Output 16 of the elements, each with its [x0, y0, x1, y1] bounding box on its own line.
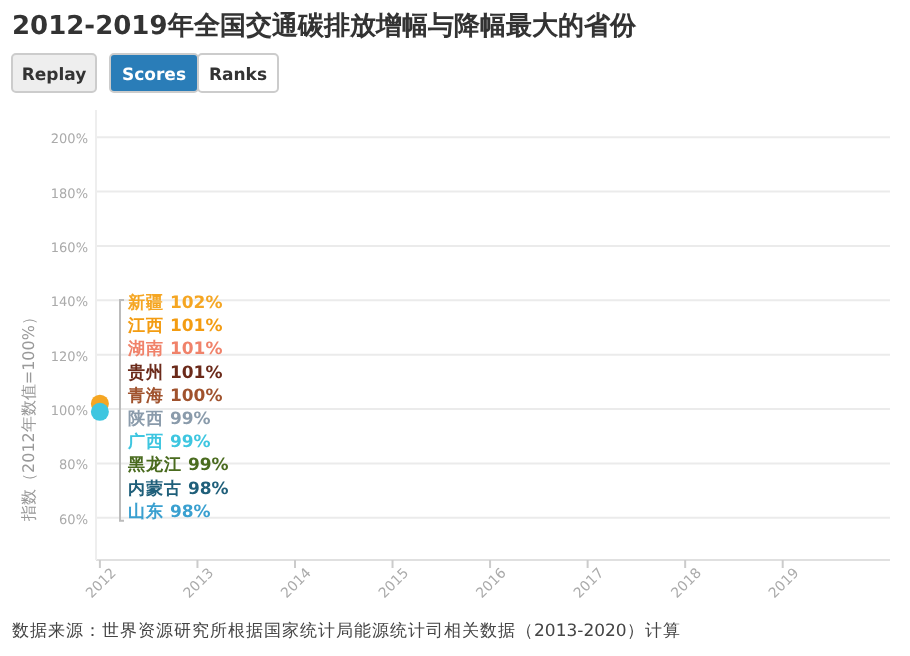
source-note: 数据来源：世界资源研究所根据国家统计局能源统计司相关数据（2013-2020）计算 — [12, 620, 681, 642]
legend-label: 陕西 99% — [128, 408, 212, 430]
button: Replay — [11, 53, 97, 93]
legend-label: 内蒙古 98% — [128, 477, 230, 500]
button: Scores — [109, 53, 199, 93]
legend-label: 山东 98% — [128, 500, 212, 523]
button: Ranks — [197, 53, 279, 93]
legend-label: 江西 101% — [126, 315, 224, 338]
chart-title: 2012-2019年全国交通碳排放增幅与降幅最大的省份 — [12, 10, 638, 42]
legend-label: 湖南 101% — [126, 338, 224, 361]
series-label: 广西 99% — [126, 431, 212, 454]
y-axis-title: 指数（2012年数值=100%） — [20, 309, 38, 523]
legend-label: 黑龙江 99% — [126, 454, 230, 477]
legend-label: 贵州 101% — [126, 361, 224, 384]
legend-label: 青海 100% — [126, 384, 224, 407]
text: 新疆 102% — [126, 292, 224, 314]
